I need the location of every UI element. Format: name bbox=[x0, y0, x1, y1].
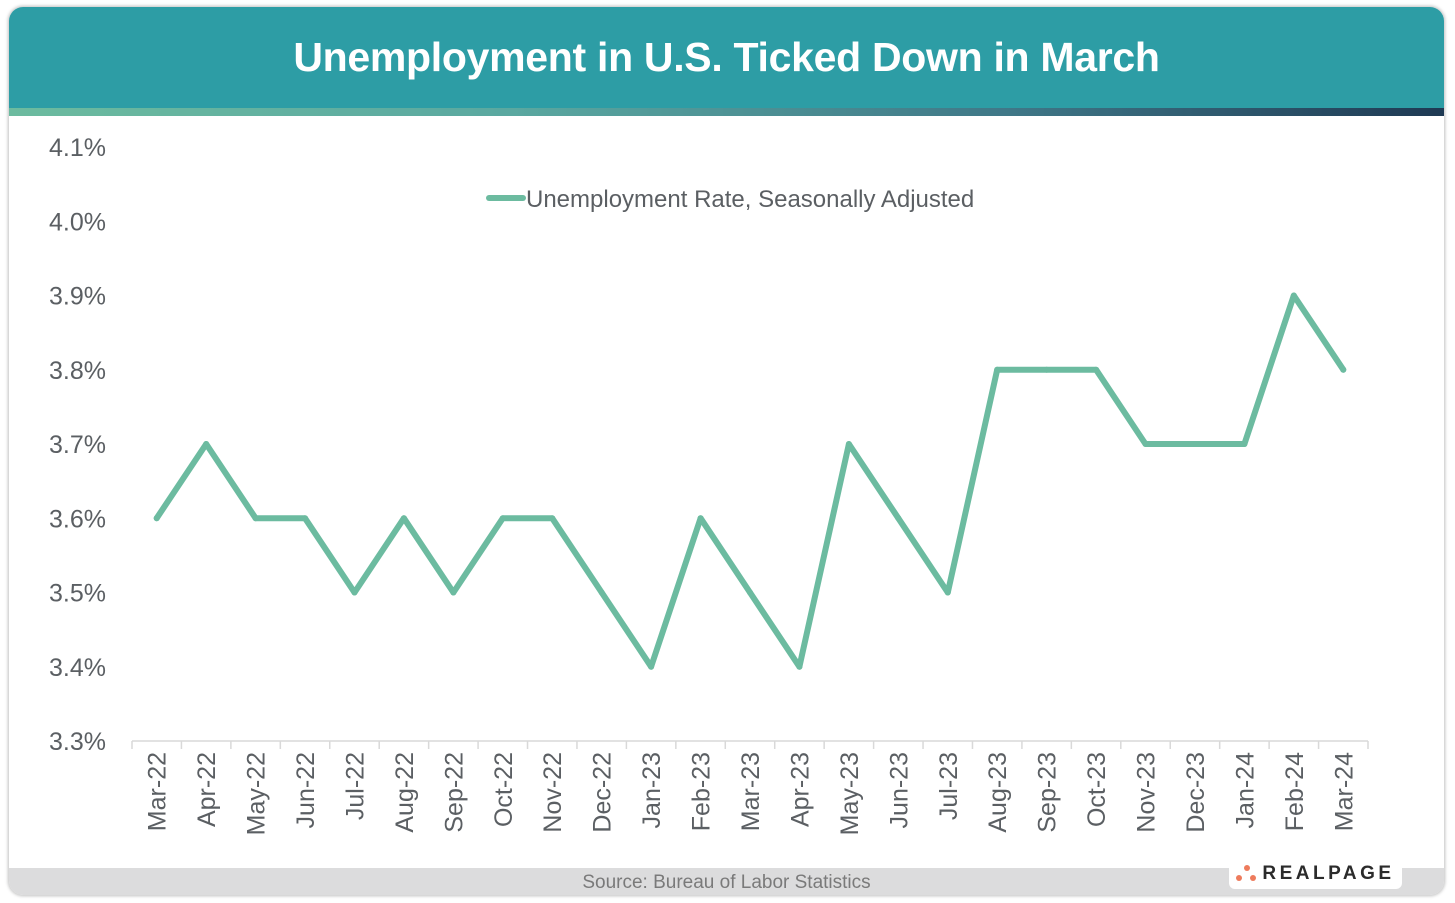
data-point bbox=[895, 515, 902, 522]
legend-label: Unemployment Rate, Seasonally Adjusted bbox=[526, 186, 974, 213]
x-tick-label: Oct-23 bbox=[1083, 752, 1111, 827]
data-point bbox=[994, 366, 1001, 373]
data-point bbox=[351, 589, 358, 596]
data-point bbox=[747, 589, 753, 596]
y-tick-label: 3.8% bbox=[49, 357, 106, 385]
x-tick-label: Jul-23 bbox=[935, 752, 963, 820]
x-tick-label: Oct-22 bbox=[490, 752, 518, 827]
data-point bbox=[1241, 441, 1248, 447]
y-tick-label: 3.4% bbox=[49, 654, 106, 682]
x-tick-label: Apr-23 bbox=[786, 752, 814, 827]
legend: Unemployment Rate, Seasonally Adjusted bbox=[486, 186, 974, 213]
x-tick-label: Dec-22 bbox=[589, 752, 617, 833]
data-point bbox=[549, 515, 556, 522]
data-point bbox=[450, 589, 457, 596]
x-axis: Mar-22 Apr-22 May-22 Jun-22 Jul-22 Aug-22 Sep-… bbox=[131, 740, 1369, 835]
data-point bbox=[944, 589, 951, 596]
data-point bbox=[1340, 366, 1347, 373]
x-tick-label: Feb-23 bbox=[688, 752, 716, 831]
data-point bbox=[302, 515, 309, 522]
header-accent-stripe bbox=[9, 108, 1444, 116]
data-point bbox=[1191, 441, 1198, 447]
data-point bbox=[1043, 366, 1050, 373]
x-tick-label: Mar-24 bbox=[1330, 752, 1358, 831]
data-point bbox=[648, 663, 655, 670]
x-tick-label: Jul-22 bbox=[341, 752, 369, 820]
y-axis: 3.3% 3.4% 3.5% 3.6% 3.7% 3.8% 3.9% 4.0% 4.1% bbox=[49, 134, 106, 756]
y-tick-label: 3.7% bbox=[49, 431, 106, 459]
data-point bbox=[845, 441, 852, 447]
data-point bbox=[400, 515, 407, 522]
x-tick-label: Jan-24 bbox=[1231, 752, 1259, 829]
data-point bbox=[1093, 366, 1100, 373]
data-point bbox=[252, 515, 259, 522]
data-point bbox=[598, 589, 605, 596]
x-tick-label: Feb-24 bbox=[1281, 752, 1309, 831]
y-tick-label: 4.1% bbox=[49, 134, 106, 162]
x-tick-label: Mar-23 bbox=[737, 752, 765, 831]
x-tick-label: Sep-23 bbox=[1034, 752, 1062, 833]
chart-header: Unemployment in U.S. Ticked Down in Marc… bbox=[9, 7, 1444, 108]
source-note: Source: Bureau of Labor Statistics bbox=[582, 871, 871, 893]
realpage-dots-icon bbox=[1236, 865, 1258, 883]
logo-text: REALPAGE bbox=[1262, 863, 1395, 884]
data-point bbox=[697, 515, 704, 522]
y-tick-label: 3.3% bbox=[49, 728, 106, 756]
data-point bbox=[153, 515, 160, 522]
x-tick-label: Sep-22 bbox=[440, 752, 468, 833]
chart-footer: Source: Bureau of Labor Statistics bbox=[9, 868, 1444, 895]
x-tick-label: Aug-23 bbox=[984, 752, 1012, 833]
series-group bbox=[153, 292, 1347, 670]
x-tick-label: Nov-22 bbox=[539, 752, 567, 833]
x-tick-label: Nov-23 bbox=[1133, 752, 1161, 833]
chart-title: Unemployment in U.S. Ticked Down in Marc… bbox=[293, 34, 1160, 80]
x-tick-label: Jun-23 bbox=[885, 752, 913, 828]
x-tick-label: Aug-22 bbox=[391, 752, 419, 833]
x-tick-label: Dec-23 bbox=[1182, 752, 1210, 833]
data-point bbox=[796, 663, 803, 670]
y-tick-label: 4.0% bbox=[49, 208, 106, 236]
series-line bbox=[153, 292, 1347, 670]
data-point bbox=[1290, 292, 1297, 299]
y-tick-label: 3.5% bbox=[49, 580, 106, 608]
y-tick-label: 3.6% bbox=[49, 505, 106, 533]
x-tick-label: May-23 bbox=[836, 752, 864, 835]
chart-card: Unemployment in U.S. Ticked Down in Marc… bbox=[9, 7, 1444, 895]
x-tick-label: May-22 bbox=[243, 752, 271, 835]
data-point bbox=[203, 441, 210, 447]
data-point bbox=[1142, 441, 1149, 447]
realpage-logo: REALPAGE bbox=[1229, 859, 1402, 889]
x-tick-label: Jun-22 bbox=[292, 752, 320, 828]
data-point bbox=[499, 515, 506, 522]
x-tick-label: Jan-23 bbox=[638, 752, 666, 828]
x-tick-label: Mar-22 bbox=[144, 752, 172, 831]
x-tick-label: Apr-22 bbox=[193, 752, 221, 827]
y-tick-label: 3.9% bbox=[49, 283, 106, 311]
